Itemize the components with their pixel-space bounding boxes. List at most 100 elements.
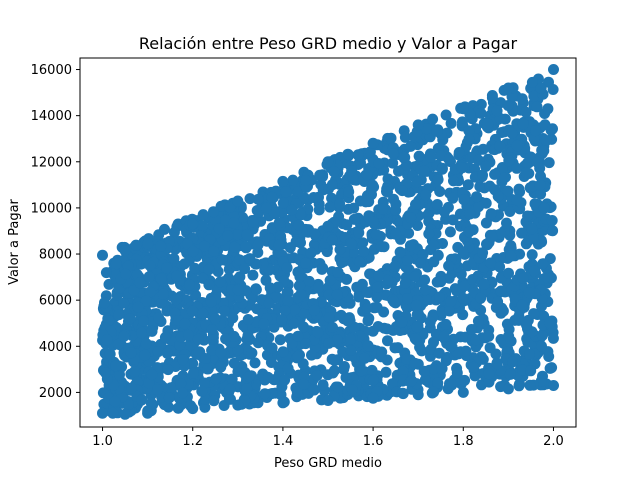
- data-point: [328, 365, 340, 377]
- data-point: [432, 249, 444, 261]
- data-point: [294, 279, 306, 291]
- data-point: [504, 368, 516, 380]
- data-point: [282, 295, 294, 307]
- data-point: [143, 271, 155, 283]
- data-point: [472, 315, 484, 327]
- data-point: [200, 353, 211, 364]
- data-point: [97, 407, 108, 419]
- data-point: [546, 362, 558, 374]
- data-point: [413, 150, 425, 162]
- data-point: [312, 327, 324, 339]
- data-point: [464, 208, 476, 220]
- data-point: [308, 192, 320, 203]
- data-point: [490, 348, 502, 360]
- data-point: [326, 179, 338, 191]
- data-point: [534, 179, 546, 191]
- data-point: [110, 360, 122, 372]
- data-point: [498, 172, 510, 184]
- data-point: [329, 354, 340, 366]
- data-point: [404, 240, 416, 252]
- data-point: [170, 294, 182, 306]
- data-point: [326, 234, 338, 246]
- data-point: [411, 321, 423, 333]
- data-point: [228, 330, 240, 342]
- data-point: [547, 123, 558, 135]
- y-tick-label: 6000: [39, 294, 72, 309]
- data-point: [322, 220, 334, 232]
- data-point: [332, 266, 344, 278]
- data-point: [281, 287, 293, 299]
- data-point: [536, 330, 548, 342]
- data-point: [463, 133, 475, 145]
- data-point: [206, 344, 218, 356]
- data-point: [129, 366, 141, 377]
- data-point: [405, 212, 417, 224]
- data-point: [216, 254, 228, 266]
- data-point: [444, 305, 455, 317]
- data-point: [511, 162, 523, 174]
- data-point: [237, 212, 249, 223]
- data-point: [356, 365, 368, 377]
- data-point: [177, 354, 189, 366]
- data-point: [516, 227, 528, 239]
- data-point: [409, 357, 421, 369]
- data-point: [334, 244, 346, 255]
- data-point: [118, 297, 130, 309]
- data-point: [128, 284, 140, 296]
- data-point: [162, 364, 174, 376]
- data-point: [492, 190, 504, 202]
- data-point: [486, 92, 498, 104]
- data-point: [506, 91, 518, 103]
- data-point: [389, 342, 401, 354]
- data-point: [434, 291, 445, 303]
- y-tick-label: 10000: [31, 201, 72, 216]
- data-point: [334, 198, 346, 210]
- data-point: [124, 313, 136, 325]
- data-point: [509, 293, 521, 305]
- data-point: [289, 304, 301, 316]
- data-point: [152, 384, 164, 395]
- data-point: [505, 250, 517, 262]
- data-point: [411, 176, 423, 188]
- data-point: [362, 340, 374, 352]
- data-point: [317, 379, 329, 391]
- data-point: [187, 245, 199, 257]
- x-axis-label: Peso GRD medio: [274, 456, 382, 471]
- data-point: [405, 140, 417, 152]
- data-point: [134, 277, 146, 289]
- data-point: [298, 308, 310, 319]
- data-point: [280, 186, 292, 198]
- y-axis-ticks: 2000 4000 6000 8000 10000 12000 14000 16000: [31, 63, 80, 401]
- data-point: [463, 226, 475, 238]
- data-point: [295, 237, 306, 249]
- data-point: [447, 192, 459, 204]
- data-point: [342, 315, 354, 327]
- data-point: [345, 345, 357, 356]
- data-point: [517, 118, 529, 130]
- data-point: [536, 340, 547, 352]
- data-point: [228, 357, 240, 369]
- data-point: [457, 103, 469, 115]
- data-point: [501, 217, 512, 229]
- data-point: [382, 335, 393, 347]
- data-point: [420, 189, 432, 201]
- data-point: [146, 325, 158, 337]
- data-point: [279, 305, 291, 316]
- data-point: [399, 277, 411, 289]
- data-point: [513, 183, 525, 195]
- data-point: [295, 289, 307, 300]
- data-point: [187, 218, 199, 230]
- data-point: [433, 347, 445, 359]
- data-point: [250, 284, 262, 296]
- data-point: [224, 201, 236, 213]
- data-point: [277, 397, 289, 409]
- data-point: [520, 167, 532, 179]
- data-point: [463, 125, 475, 137]
- data-point: [457, 246, 469, 258]
- data-point: [252, 193, 264, 205]
- data-point: [306, 349, 317, 361]
- data-point: [544, 317, 556, 329]
- data-point: [443, 260, 455, 272]
- data-point: [528, 232, 539, 244]
